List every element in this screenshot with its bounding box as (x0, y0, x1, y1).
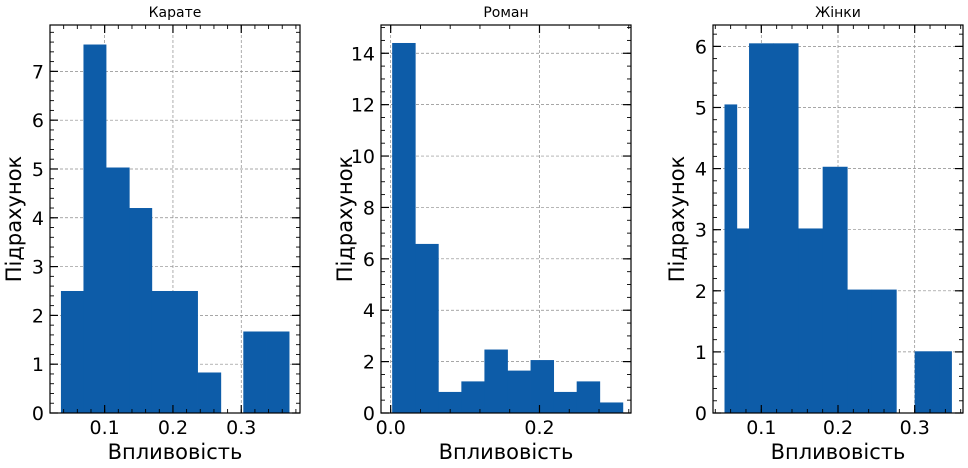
histogram-bar (749, 43, 774, 413)
histogram-bar (599, 402, 624, 413)
y-tick-label: 0 (32, 403, 44, 425)
x-axis-label: Впливовість (439, 440, 574, 464)
y-tick-label: 5 (32, 159, 44, 181)
y-tick-label: 0 (695, 403, 707, 425)
y-tick-label: 10 (351, 146, 375, 168)
subplot-title: Жінки (815, 5, 861, 21)
histogram-bar (243, 331, 267, 413)
histogram-bar (576, 381, 601, 413)
y-tick-label: 14 (351, 43, 375, 65)
histogram-bar (266, 331, 290, 413)
x-tick-label: 0.1 (90, 417, 120, 439)
y-axis-label: Підрахунок (333, 156, 357, 282)
x-tick-label: 0.3 (226, 417, 256, 439)
y-tick-label: 7 (32, 61, 44, 83)
histogram-bar (798, 228, 824, 413)
subplot-2: 0.0 0.2 0 2 4 6 8 10 12 14 Роман Впливовість Підраху… (333, 5, 632, 464)
histogram-bar (438, 391, 462, 413)
y-tick-label: 3 (32, 257, 44, 279)
y-tick-label: 1 (32, 354, 44, 376)
y-tick-label: 8 (363, 197, 375, 219)
histogram-bar (484, 349, 508, 413)
y-tick-label: 6 (363, 249, 375, 271)
x-tick-label: 0.2 (158, 417, 188, 439)
histogram-bar (914, 351, 940, 413)
y-tick-label: 4 (32, 208, 44, 230)
histogram-bar (530, 360, 555, 413)
histogram-bar (822, 166, 848, 413)
y-tick-label: 4 (695, 159, 707, 181)
histogram-bar (60, 290, 84, 413)
subplot-3: 0.1 0.2 0.3 0 1 2 3 4 5 6 Жінки Впливовість Підрахун… (665, 5, 964, 464)
histogram-bar (392, 42, 416, 413)
y-tick-label: 6 (695, 36, 707, 58)
y-axis-label: Підрахунок (665, 156, 689, 282)
histogram-bar (83, 44, 107, 414)
histogram-bar (847, 289, 873, 413)
histogram-bar (151, 290, 176, 413)
histogram-bar (106, 167, 130, 413)
x-axis-label: Впливовість (108, 440, 243, 464)
histogram-bar (871, 289, 897, 413)
x-tick-label: 0.3 (900, 417, 930, 439)
y-tick-label: 2 (695, 281, 707, 303)
histogram-bar (724, 104, 738, 413)
histogram-bar (415, 243, 439, 413)
histogram-bar (773, 43, 799, 413)
x-tick-label: 0.1 (746, 417, 776, 439)
histogram-bar (553, 391, 578, 413)
subplot-1: 0.1 0.2 0.3 0 1 2 3 4 5 6 7 Карате Впливовість Підрах… (2, 5, 301, 464)
y-axis-label: Підрахунок (2, 156, 26, 282)
histogram-bar (507, 370, 531, 413)
subplot-title: Карате (149, 5, 202, 21)
y-tick-label: 12 (351, 95, 375, 117)
y-tick-label: 0 (363, 403, 375, 425)
x-axis-label: Впливовість (771, 440, 906, 464)
histogram-bar (736, 228, 750, 413)
subplot-title: Роман (483, 5, 528, 21)
y-tick-label: 5 (695, 97, 707, 119)
y-tick-label: 2 (32, 305, 44, 327)
histogram-bar (939, 351, 952, 413)
y-tick-label: 3 (695, 220, 707, 242)
histogram-bar (175, 290, 198, 413)
y-tick-label: 1 (695, 342, 707, 364)
y-tick-label: 6 (32, 110, 44, 132)
histogram-bar (197, 372, 222, 413)
x-tick-label: 0.2 (823, 417, 853, 439)
y-tick-label: 2 (363, 352, 375, 374)
histogram-bar (129, 208, 153, 413)
axes-frame (49, 24, 301, 414)
histogram-bar (461, 381, 485, 413)
y-tick-label: 4 (363, 300, 375, 322)
x-tick-label: 0.0 (376, 417, 406, 439)
x-tick-label: 0.2 (524, 417, 554, 439)
axes-frame (380, 24, 632, 414)
